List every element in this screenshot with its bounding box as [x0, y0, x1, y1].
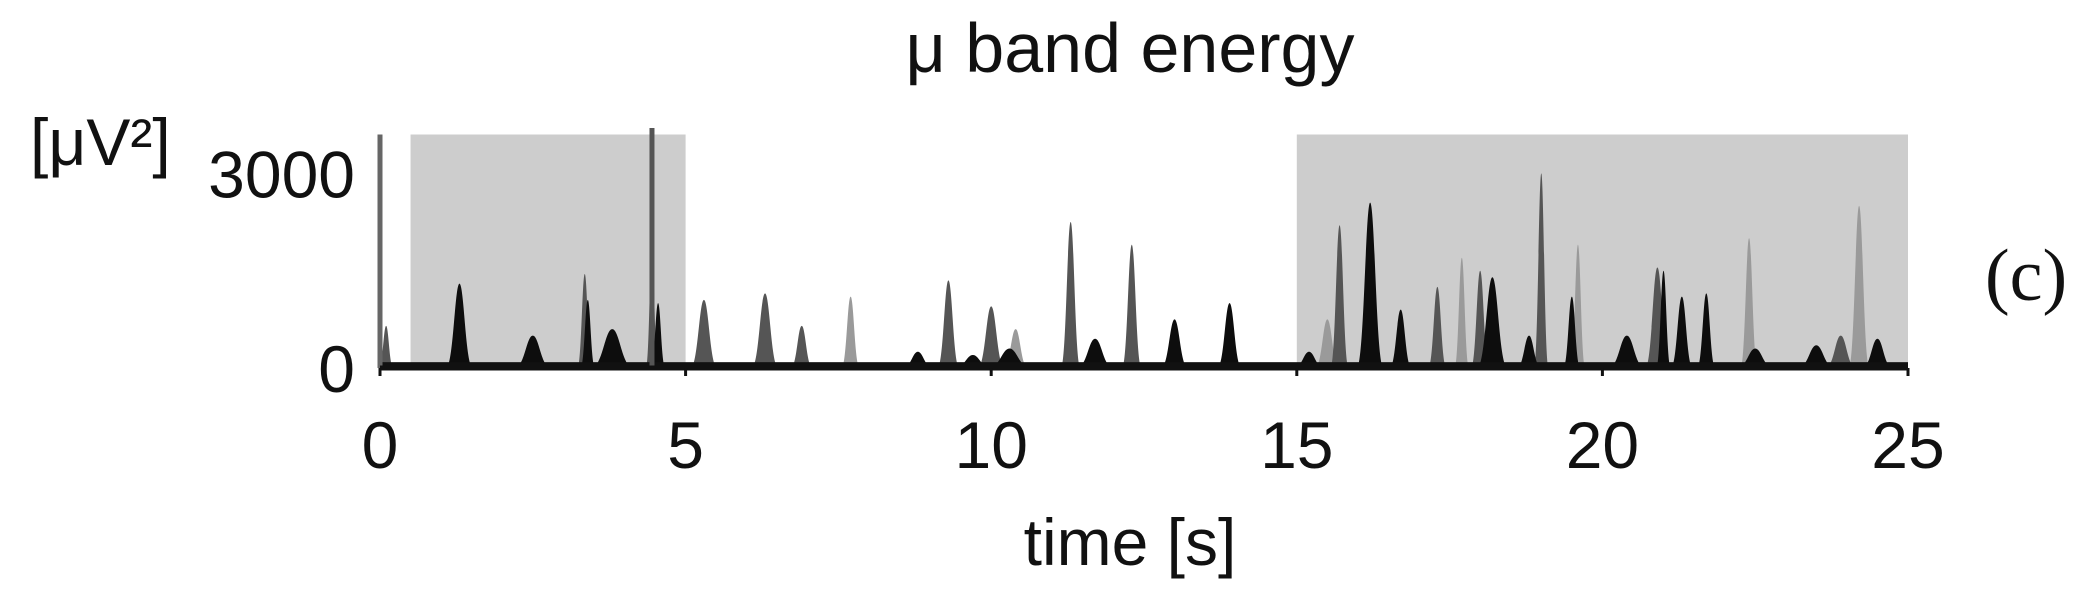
peak-1-11	[1428, 286, 1447, 368]
peak-1-13	[1533, 173, 1549, 368]
peak-0-3	[580, 299, 596, 368]
peak-0-23	[1862, 338, 1893, 368]
peak-0-18	[1656, 270, 1671, 368]
peak-1-4	[751, 293, 779, 368]
spike-layer	[377, 128, 655, 368]
peak-0-14	[1477, 277, 1508, 368]
peak-0-16	[1563, 296, 1581, 368]
shaded-interval-0	[410, 134, 686, 368]
x-tick-label-3: 15	[1260, 408, 1333, 482]
y-tick-label-0: 0	[318, 332, 355, 406]
peak-0-20	[1697, 293, 1716, 368]
peak-2-3	[1454, 257, 1470, 368]
peak-0-0	[446, 283, 473, 368]
x-axis-label: time [s]	[1024, 505, 1237, 579]
chart-title: μ band energy	[906, 9, 1355, 87]
x-tick-label-5: 25	[1871, 408, 1944, 482]
y-axis-label: [μV²]	[30, 105, 171, 179]
baseline-band	[380, 362, 1908, 368]
series-layer	[378, 173, 1908, 368]
peak-0-15	[1516, 335, 1542, 368]
peak-1-3	[690, 299, 718, 368]
peak-0-9	[1161, 319, 1189, 368]
peak-1-5	[790, 325, 813, 368]
peak-1-7	[977, 306, 1005, 368]
shaded-interval-1	[1296, 134, 1908, 368]
x-tick-label-1: 5	[667, 408, 704, 482]
x-tick-label-2: 10	[954, 408, 1027, 482]
peak-0-2	[590, 329, 634, 368]
peak-1-10	[1330, 225, 1349, 368]
panel-label: (c)	[1985, 235, 2067, 317]
peak-1-6	[937, 280, 960, 368]
y-tick-label-1: 3000	[208, 137, 355, 211]
peak-1-15	[1825, 335, 1857, 368]
peak-0-10	[1217, 303, 1242, 368]
peak-0-1	[514, 335, 552, 368]
series-2	[841, 205, 1870, 368]
x-tick-label-0: 0	[362, 408, 399, 482]
peak-2-6	[1848, 205, 1870, 368]
peak-0-12	[1356, 202, 1384, 368]
peak-2-5	[1740, 238, 1758, 368]
peak-0-13	[1389, 309, 1412, 368]
x-tick-label-4: 20	[1566, 408, 1639, 482]
peak-1-8	[1060, 222, 1081, 368]
axes: 0 5 10 15 20 25 0 3000	[208, 137, 1945, 482]
peak-1-9	[1121, 244, 1142, 368]
peak-0-8	[1076, 338, 1114, 368]
peak-0-19	[1670, 296, 1693, 368]
peak-2-0	[841, 296, 860, 368]
peak-0-17	[1608, 335, 1646, 368]
